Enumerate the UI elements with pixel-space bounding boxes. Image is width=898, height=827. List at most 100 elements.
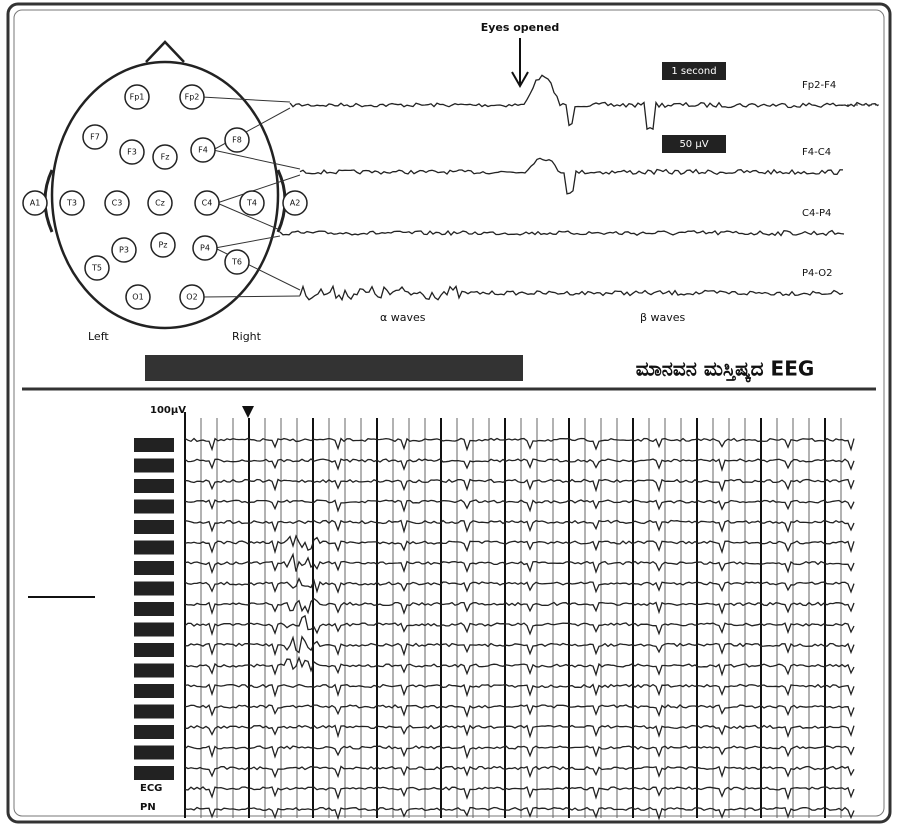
electrode [22, 190, 48, 216]
eeg-trace [184, 806, 855, 821]
smudged-bar [145, 355, 523, 381]
eeg-trace [279, 229, 845, 237]
eeg-trace [299, 284, 844, 302]
electrode-label: T3 [66, 199, 77, 208]
eeg-trace [184, 552, 855, 575]
channel-box [134, 581, 174, 596]
channel-box [134, 479, 174, 493]
wave-label: α waves [380, 311, 426, 324]
amplitude-scale-box [662, 135, 726, 153]
electrode [192, 235, 218, 261]
annotation: Eyes opened [481, 21, 560, 34]
eeg-trace [184, 597, 855, 616]
eeg-trace [184, 499, 855, 513]
electrode [84, 255, 110, 281]
channel-box [134, 766, 174, 780]
electrode [239, 190, 265, 216]
channel-box [134, 704, 174, 719]
channel-box [134, 438, 174, 452]
electrode [190, 137, 216, 163]
channel-box [134, 684, 174, 698]
electrode [124, 84, 150, 110]
electrode-label: C3 [112, 199, 123, 208]
electrode [82, 124, 108, 150]
electrode-label: T5 [91, 264, 102, 273]
channel-box [134, 458, 174, 473]
channel-box [134, 602, 174, 616]
amplitude-scale: 50 µV [679, 139, 708, 150]
lead-line [214, 202, 281, 249]
channel-box [134, 663, 174, 678]
eeg-trace [184, 655, 855, 677]
electrode-label: T4 [246, 199, 257, 208]
electrode-label: C4 [202, 199, 213, 208]
inner-frame [13, 9, 885, 817]
electrode [150, 232, 176, 258]
electrode-label: Fz [161, 153, 170, 162]
channel-box [134, 540, 174, 555]
arrow [511, 38, 529, 89]
channel-box [134, 745, 174, 760]
electrode [282, 190, 308, 216]
side-label: Left [88, 330, 109, 343]
traces [134, 412, 855, 821]
eeg-trace [184, 614, 855, 637]
electrode [125, 284, 151, 310]
electrode-label: Fp2 [185, 93, 200, 102]
eeg-trace [184, 786, 855, 801]
channel-box [134, 725, 174, 739]
channel-box [134, 622, 174, 637]
marker [242, 406, 254, 418]
eeg-trace [184, 478, 855, 493]
electrode-label: A1 [30, 199, 41, 208]
electrode [111, 237, 137, 263]
channel-box [134, 561, 174, 575]
eeg-trace [184, 458, 855, 472]
electrode [59, 190, 85, 216]
electrode [147, 190, 173, 216]
channel-box [134, 643, 174, 657]
channel-label: C4-P4 [802, 208, 831, 219]
eeg-trace [184, 745, 855, 760]
channel-box [134, 520, 174, 534]
electrode-label: F8 [232, 136, 242, 145]
time-scale: 1 second [671, 66, 716, 77]
electrode [224, 127, 250, 153]
electrode-label: Cz [155, 199, 165, 208]
eeg-trace [184, 519, 855, 534]
lower-label: PN [140, 802, 156, 813]
electrode-label: T6 [231, 258, 242, 267]
eeg-trace [184, 437, 855, 452]
electrode [119, 139, 145, 165]
electrode-label: Fp1 [130, 93, 145, 102]
electrode-label: O2 [186, 293, 197, 302]
eeg-trace [184, 534, 855, 555]
eeg-trace [184, 704, 855, 718]
lead-line [212, 149, 301, 204]
electrode-label: F3 [127, 148, 137, 157]
electrode-label: F4 [198, 146, 208, 155]
channel-label: Fp2-F4 [802, 80, 836, 91]
electrode-label: A2 [290, 199, 301, 208]
channel-label: P4-O2 [802, 268, 833, 279]
channel-label: F4-C4 [802, 147, 831, 158]
time-scale-box [662, 62, 726, 80]
scale-label: 100µV [150, 405, 186, 416]
electrode [104, 190, 130, 216]
side-label: Right [232, 330, 262, 343]
figure-title: ಮಾನವನ ಮಸ್ತಿಷ್ಕದ EEG [636, 357, 815, 383]
eeg-trace [184, 724, 855, 739]
eeg-trace [299, 157, 844, 195]
electrode-label: F7 [90, 133, 100, 142]
eeg-trace [184, 683, 855, 698]
eeg-trace [289, 74, 879, 131]
electrode [194, 190, 220, 216]
eeg-trace [184, 577, 855, 594]
eeg-trace [184, 635, 855, 657]
electrode [152, 144, 178, 170]
electrode-label: O1 [132, 293, 143, 302]
lower-label: ECG [140, 783, 162, 794]
electrode [179, 284, 205, 310]
electrode-label: P3 [119, 246, 129, 255]
